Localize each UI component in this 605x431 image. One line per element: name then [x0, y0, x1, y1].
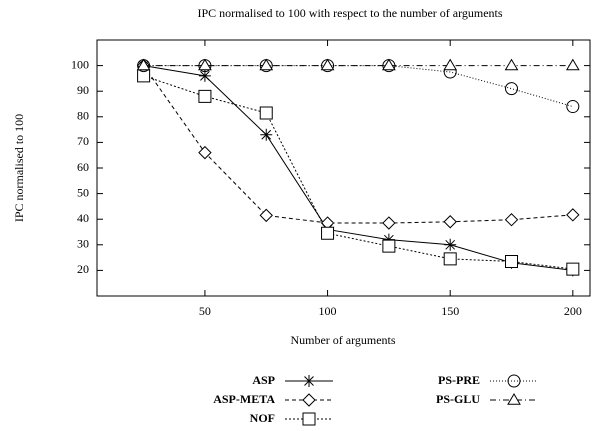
marker	[566, 262, 580, 276]
marker	[505, 254, 519, 268]
y-tick-label: 80	[77, 109, 89, 123]
marker	[259, 58, 274, 71]
marker	[302, 412, 316, 426]
y-tick-label: 90	[77, 83, 89, 97]
marker	[507, 374, 521, 388]
y-tick-label: 40	[77, 211, 89, 225]
marker	[443, 215, 457, 229]
chart-title: IPC normalised to 100 with respect to th…	[197, 6, 502, 20]
x-tick-label: 150	[441, 304, 459, 318]
marker	[565, 58, 580, 71]
marker	[443, 252, 457, 266]
marker	[198, 58, 212, 71]
marker	[443, 58, 458, 71]
marker	[259, 106, 273, 120]
y-tick-label: 50	[77, 185, 89, 199]
marker	[321, 226, 335, 240]
series-line	[143, 75, 573, 270]
marker	[136, 58, 151, 71]
y-tick-label: 20	[77, 262, 89, 276]
y-tick-label: 30	[77, 237, 89, 251]
marker	[382, 216, 396, 230]
marker	[444, 238, 457, 251]
legend-label: ASP	[252, 373, 275, 387]
marker	[566, 100, 580, 114]
marker	[505, 82, 519, 96]
legend-label: PS-GLU	[436, 392, 480, 406]
legend-label: NOF	[250, 411, 275, 425]
marker	[302, 393, 316, 407]
x-tick-label: 200	[564, 304, 582, 318]
marker	[566, 208, 580, 222]
legend-label: ASP-META	[213, 392, 275, 406]
marker	[198, 145, 212, 160]
y-tick-label: 60	[77, 160, 89, 174]
marker	[504, 213, 519, 227]
marker	[198, 89, 212, 103]
marker	[198, 69, 211, 82]
marker	[320, 58, 335, 71]
y-axis-label: IPC normalised to 100	[12, 114, 26, 222]
y-tick-label: 70	[77, 134, 89, 148]
marker	[507, 393, 521, 405]
x-axis-label: Number of arguments	[290, 333, 395, 347]
series-line	[143, 65, 573, 224]
x-tick-label: 100	[319, 304, 337, 318]
marker	[260, 128, 273, 141]
marker	[382, 239, 396, 253]
y-tick-label: 100	[71, 57, 89, 71]
legend-label: PS-PRE	[438, 373, 480, 387]
marker	[382, 58, 396, 71]
marker	[303, 375, 315, 387]
marker	[504, 58, 519, 71]
marker	[259, 208, 273, 223]
series-line	[143, 65, 573, 271]
x-tick-label: 50	[199, 304, 211, 318]
